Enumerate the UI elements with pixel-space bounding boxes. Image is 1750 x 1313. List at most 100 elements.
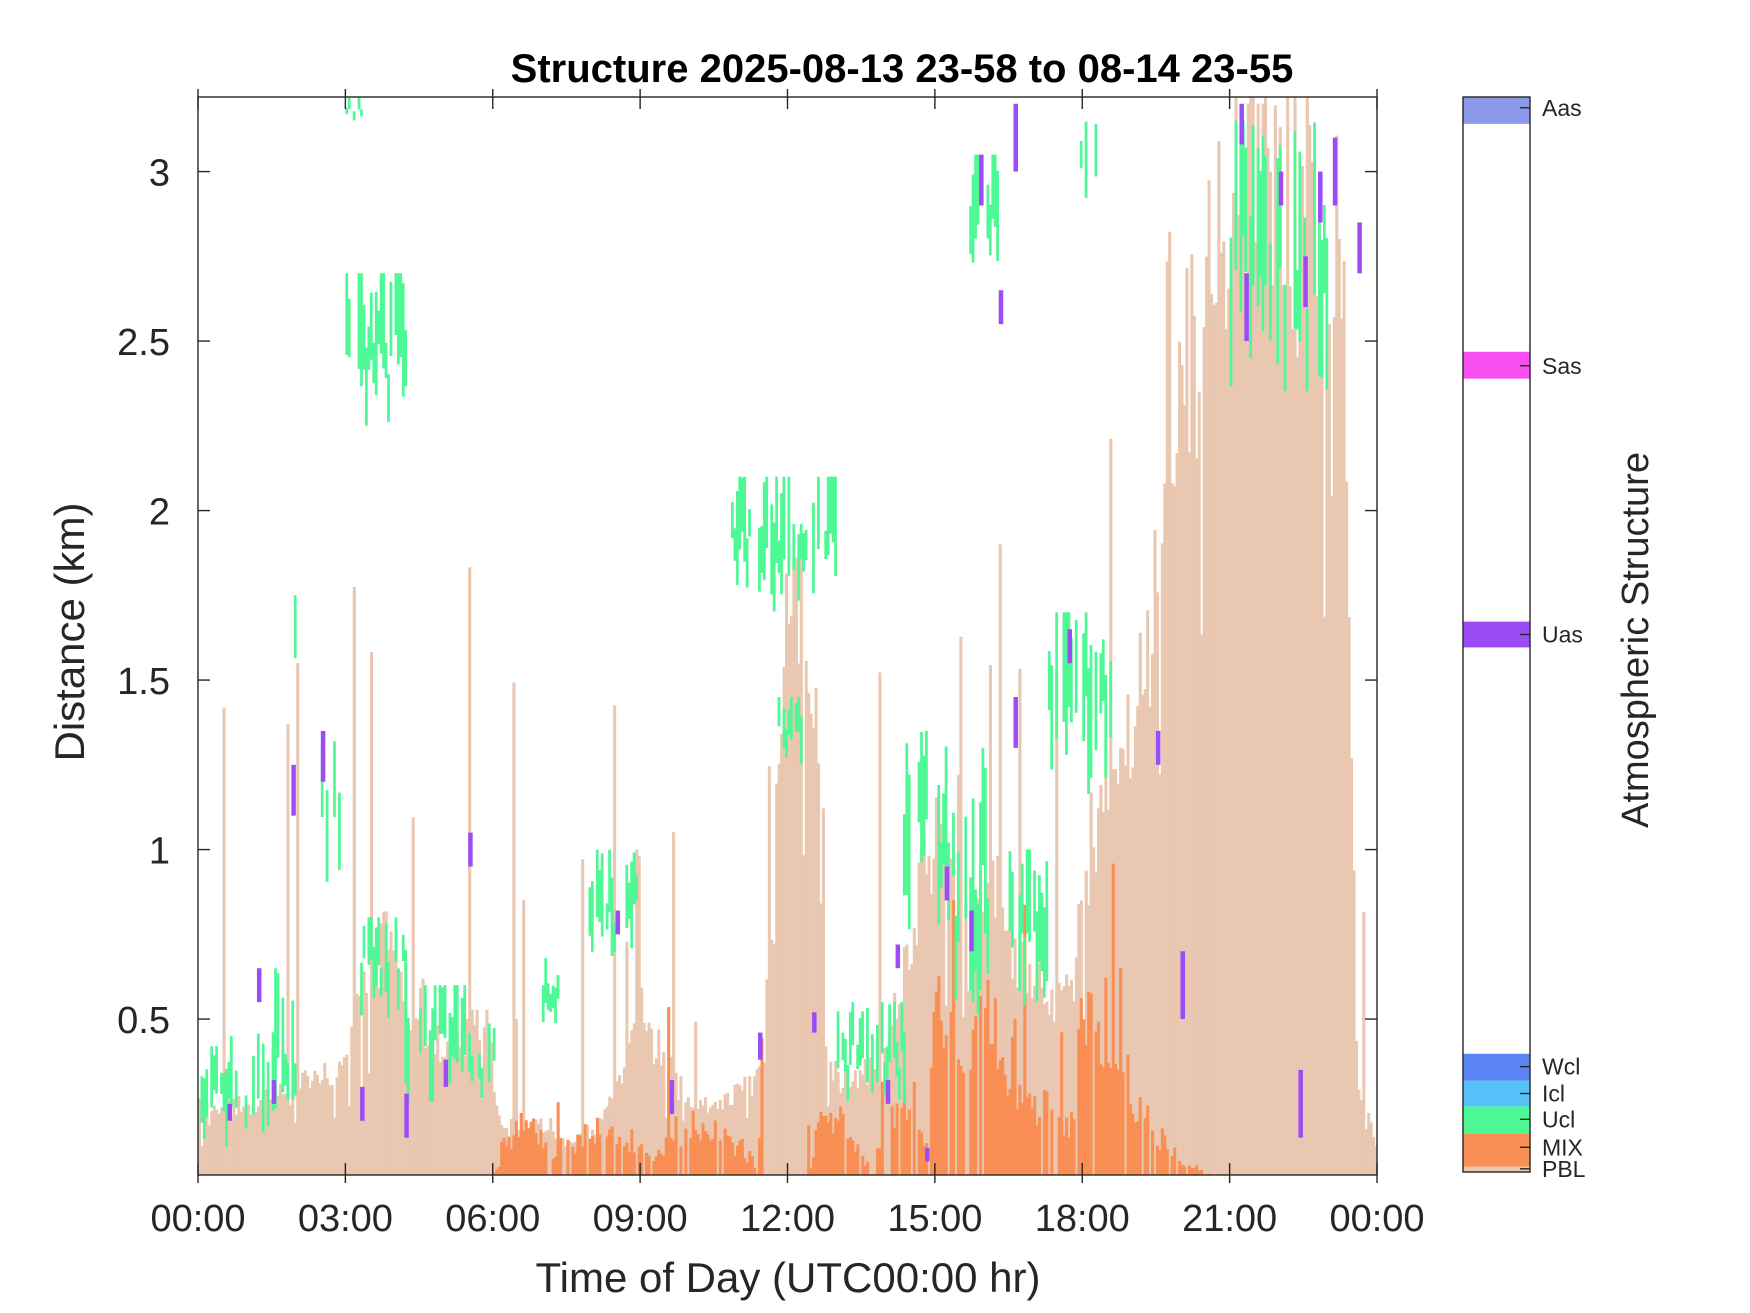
mix-column (841, 1113, 845, 1175)
mix-column (556, 1102, 560, 1175)
uas-mark (1013, 697, 1018, 748)
ucl-segment (1259, 170, 1262, 277)
mix-column (726, 1135, 730, 1175)
ucl-segment (861, 1011, 864, 1059)
pbl-column (600, 1119, 604, 1175)
ucl-segment (630, 861, 634, 949)
pbl-column (1109, 438, 1113, 1175)
pbl-column (789, 615, 794, 1175)
mix-column (755, 1173, 759, 1175)
pbl-column (1335, 135, 1339, 1175)
ucl-segment (372, 946, 376, 998)
mix-column (753, 1167, 757, 1175)
ucl-segment (369, 917, 373, 960)
pbl-column (1148, 707, 1152, 1175)
x-tick-label: 15:00 (887, 1198, 982, 1240)
ucl-segment (907, 774, 911, 930)
pbl-column (446, 1041, 450, 1175)
pbl-column (934, 797, 938, 1175)
ucl-segment (374, 291, 378, 396)
pbl-column (1015, 987, 1019, 1175)
pbl-column (991, 860, 995, 1175)
y-tick-label: 3 (149, 153, 170, 195)
ucl-segment (357, 97, 361, 110)
pbl-column (458, 1047, 462, 1175)
pbl-column (215, 1109, 219, 1175)
pbl-column (1084, 870, 1088, 1175)
uas-mark (895, 944, 901, 969)
ucl-segment (851, 1002, 855, 1046)
pbl-column (758, 1066, 762, 1175)
mix-column (532, 1118, 536, 1175)
mix-column (502, 1138, 506, 1175)
pbl-column (264, 1089, 268, 1175)
ucl-segment (780, 493, 783, 595)
mix-column (1006, 1095, 1010, 1175)
pbl-column (1170, 483, 1174, 1175)
pbl-column (1362, 911, 1366, 1175)
pbl-column (1217, 141, 1221, 1175)
pbl-column (325, 1078, 329, 1175)
ucl-segment (1322, 205, 1326, 294)
pbl-column (1372, 1137, 1376, 1175)
pbl-column (423, 1048, 428, 1175)
pbl-column (414, 1018, 418, 1175)
ucl-segment (1084, 612, 1088, 697)
ucl-segment (286, 1062, 290, 1100)
ucl-segment (1318, 208, 1321, 376)
ucl-segment (969, 206, 973, 254)
pbl-column (392, 950, 396, 1175)
mix-column (512, 1135, 516, 1175)
pbl-column (482, 1027, 486, 1175)
pbl-column (1050, 989, 1054, 1175)
mix-column (758, 1138, 762, 1175)
uas-mark (998, 290, 1004, 325)
pbl-column (657, 1029, 661, 1175)
pbl-column (831, 1080, 835, 1175)
pbl-column (799, 549, 803, 1175)
pbl-column (649, 1028, 654, 1175)
pbl-column (1074, 957, 1078, 1175)
ucl-segment (925, 730, 928, 820)
pbl-column (740, 1090, 744, 1175)
ucl-segment (785, 729, 788, 758)
uas-mark (979, 154, 984, 206)
mix-column (819, 1111, 823, 1175)
ucl-segment (775, 476, 778, 564)
mix-column (507, 1136, 511, 1175)
uas-mark (443, 1059, 449, 1087)
ucl-segment (480, 1067, 484, 1099)
ucl-segment (423, 985, 427, 1047)
mix-column (1087, 991, 1091, 1175)
ucl-segment (600, 853, 604, 937)
mix-column (1109, 1068, 1113, 1175)
mix-column (942, 1048, 946, 1175)
mix-column (571, 1146, 575, 1175)
pbl-column (1244, 326, 1248, 1175)
uas-mark (1357, 222, 1362, 274)
pbl-column (212, 1105, 216, 1175)
ucl-segment (824, 530, 828, 560)
ucl-segment (404, 1005, 408, 1084)
ucl-segment (369, 292, 373, 360)
mix-column (902, 1085, 906, 1175)
pbl-column (261, 1093, 265, 1175)
ucl-segment (1256, 148, 1260, 306)
pbl-column (433, 1054, 437, 1175)
ucl-segment (384, 342, 388, 379)
mix-column (627, 1152, 631, 1175)
uas-mark (1239, 103, 1244, 145)
mix-column (1197, 1170, 1201, 1175)
pbl-column (1020, 941, 1024, 1175)
mix-column (608, 1129, 612, 1175)
pbl-column (342, 1057, 346, 1175)
mix-column (578, 1135, 582, 1175)
ucl-segment (986, 184, 990, 239)
colorbar-label: Atmospheric Structure (1615, 452, 1657, 828)
colorbar-band-aas (1463, 97, 1530, 124)
mix-column (932, 1012, 936, 1175)
pbl-column (1062, 986, 1066, 1175)
pbl-column (205, 1100, 209, 1175)
pbl-column (878, 672, 882, 1175)
ucl-segment (738, 476, 742, 550)
